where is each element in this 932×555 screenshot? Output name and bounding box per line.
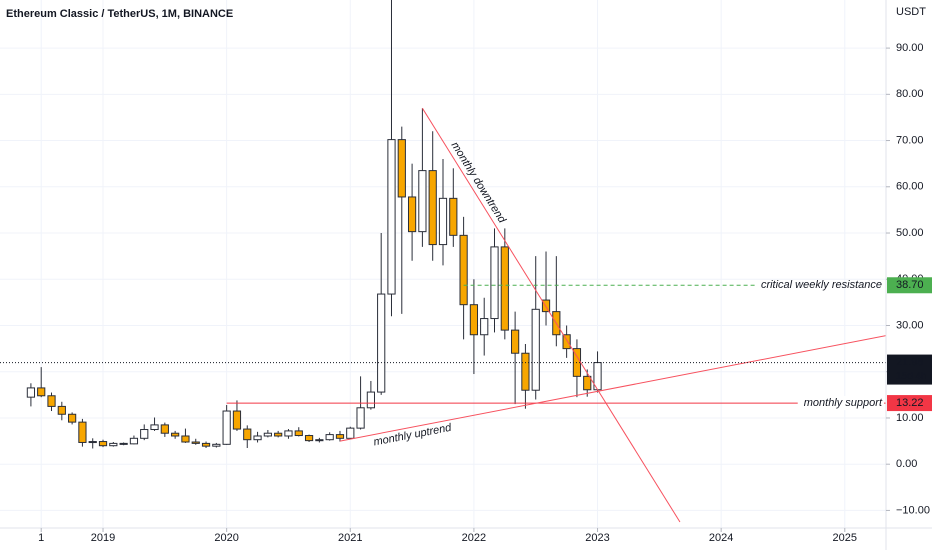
candle-body	[315, 439, 324, 442]
y-tick-label: 80.00	[896, 88, 924, 100]
y-tick-label: 30.00	[896, 319, 924, 331]
price-label-bg	[887, 277, 932, 294]
candle-body	[232, 410, 242, 430]
price-label: 38.70	[896, 279, 924, 291]
candle-body	[335, 434, 345, 439]
candle-body	[428, 170, 437, 246]
y-tick-label: 50.00	[896, 227, 924, 239]
candle-body	[511, 329, 520, 354]
candle-body	[47, 395, 56, 407]
grid	[0, 0, 886, 528]
candle-body	[366, 391, 375, 409]
candle-body	[459, 234, 468, 306]
candle-body	[140, 429, 149, 439]
candle-body	[304, 435, 314, 442]
candle-body	[68, 413, 77, 423]
candle-body	[346, 427, 355, 439]
candle-body	[284, 430, 293, 437]
y-tick-label: 0.00	[896, 458, 917, 470]
x-tick-label: 1	[38, 532, 44, 544]
candle-body	[37, 387, 46, 397]
candle-body	[222, 410, 231, 445]
current-price-bg	[887, 354, 932, 385]
candle-body	[243, 428, 252, 441]
candle-body	[438, 197, 448, 246]
y-tick-label: 10.00	[896, 412, 924, 424]
axes: −10.000.0010.0020.0030.0040.0050.0060.00…	[38, 42, 930, 544]
x-tick-label: 2019	[91, 532, 115, 544]
candle-body	[150, 424, 159, 431]
candle-body	[98, 441, 108, 447]
price-label: 13.22	[896, 397, 924, 409]
level-annotation-bg	[797, 396, 884, 411]
candle-body	[325, 434, 334, 441]
x-tick-label: 2023	[585, 532, 609, 544]
candle-body	[78, 421, 87, 443]
chart-title: Ethereum Classic / TetherUS, 1M, BINANCE	[6, 8, 233, 20]
candle-body	[201, 442, 211, 447]
candle-body	[26, 387, 36, 398]
plot-area	[0, 0, 886, 523]
countdown-label: 15d 4h	[896, 371, 927, 382]
candle-body	[160, 424, 169, 434]
current-price-label: 21.98	[896, 356, 924, 368]
candle-body	[480, 318, 489, 336]
x-tick-label: 2020	[214, 532, 238, 544]
candle-body	[171, 432, 180, 437]
candle-body	[109, 442, 118, 447]
candle-body	[531, 308, 540, 391]
price-label-bg	[887, 395, 932, 412]
candle-body	[212, 443, 221, 447]
candle-body	[562, 334, 571, 350]
candle-body	[191, 441, 200, 444]
candle-body	[583, 375, 592, 391]
candle-body	[418, 170, 427, 233]
trendline	[421, 107, 681, 523]
candle-body	[500, 246, 509, 331]
level-annotation: monthly support	[804, 397, 883, 409]
candle-body	[294, 430, 303, 437]
candle-body	[181, 435, 190, 443]
level-annotation: critical weekly resistance	[761, 279, 882, 291]
candle-body	[253, 435, 262, 441]
candle-body	[521, 352, 530, 391]
x-tick-label: 2024	[709, 532, 733, 544]
candle-body	[541, 299, 551, 313]
y-unit: USDT	[896, 6, 926, 18]
candle-body	[397, 139, 406, 198]
trendline	[339, 335, 886, 442]
candle-body	[377, 293, 386, 393]
y-tick-label: 70.00	[896, 134, 924, 146]
candle-body	[263, 432, 272, 437]
y-tick-label: −10.00	[896, 504, 930, 516]
y-tick-label: 90.00	[896, 42, 924, 54]
candle-body	[119, 442, 128, 445]
candle-body	[129, 437, 139, 445]
candle-body	[490, 246, 499, 320]
candle-body	[387, 139, 396, 295]
candle-body	[356, 407, 365, 429]
candle-body	[449, 197, 458, 236]
candle-body	[57, 405, 66, 415]
x-tick-label: 2025	[833, 532, 857, 544]
y-tick-label: 60.00	[896, 181, 924, 193]
candle-body	[274, 432, 283, 437]
candle-body	[88, 441, 97, 444]
x-tick-label: 2021	[338, 532, 362, 544]
candle-body	[469, 304, 479, 336]
candle-body	[407, 196, 417, 233]
x-tick-label: 2022	[462, 532, 486, 544]
